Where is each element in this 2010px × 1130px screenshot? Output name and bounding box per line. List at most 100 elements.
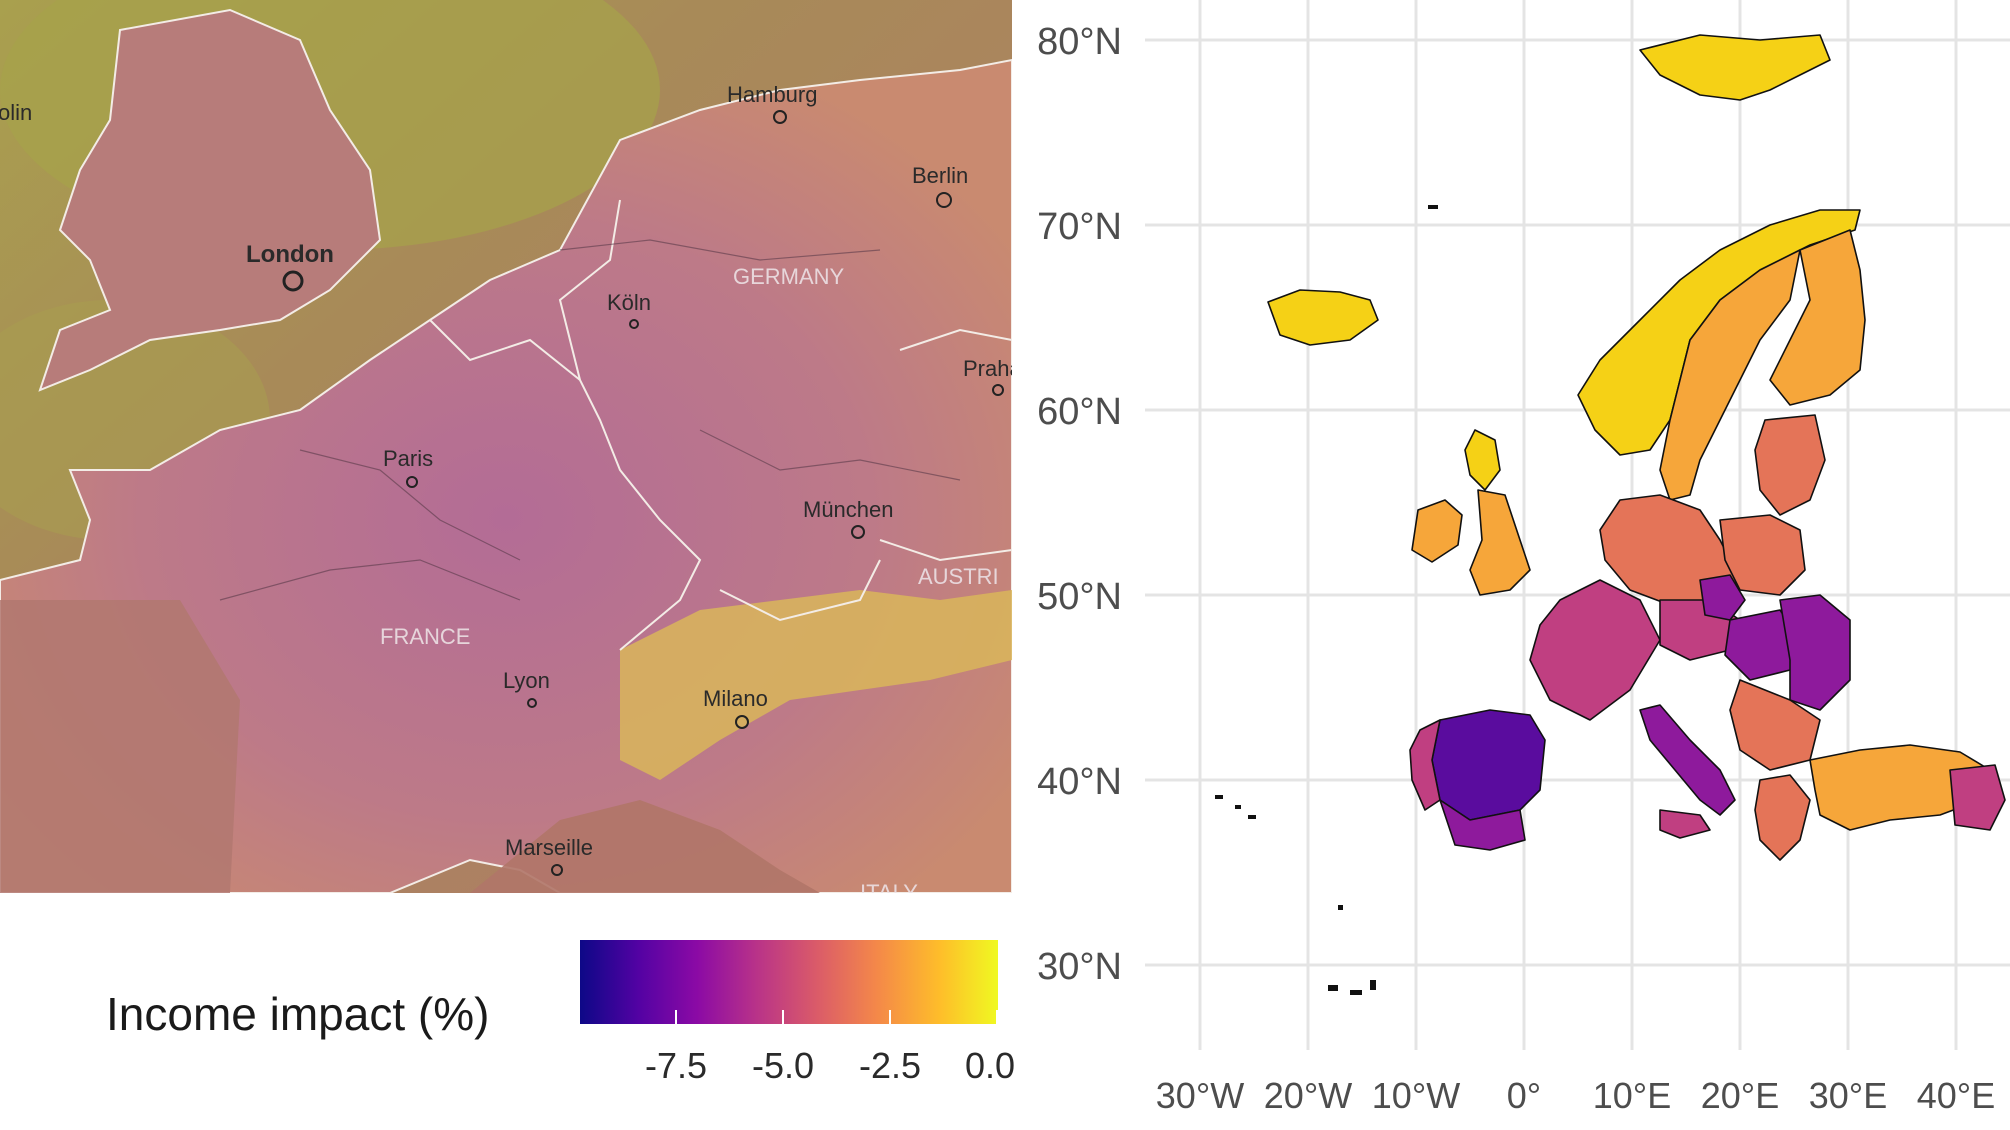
legend-tick-label-2: -5.0 (752, 1045, 814, 1086)
region-france (1529, 579, 1661, 721)
country-label-italy: ITALY (860, 880, 918, 905)
benelux-border (558, 199, 621, 381)
region-italy (1639, 704, 1736, 816)
praha-marker (992, 384, 1004, 396)
city-label-milano: Milano (703, 686, 768, 711)
atlantic-islands (1215, 205, 1438, 995)
lon-label-30w: 30°W (1156, 1075, 1244, 1116)
hamburg-marker (773, 110, 787, 124)
country-labels: GERMANY FRANCE AUSTRI ITALY (380, 264, 999, 905)
marseille-marker (551, 864, 563, 876)
city-label-hamburg: Hamburg (727, 82, 817, 107)
koln-marker (629, 319, 639, 329)
island-1 (1215, 795, 1223, 799)
region-finland (1769, 229, 1866, 406)
region-england (1469, 489, 1531, 596)
region-sweden (1659, 249, 1801, 501)
island-5 (1328, 985, 1338, 991)
island-6 (1350, 990, 1362, 995)
region-turkey-east (1949, 764, 2006, 831)
region-romania (1779, 594, 1851, 711)
region-spain-center (1431, 709, 1546, 821)
lat-label-50: 50°N (1037, 576, 1122, 618)
latitude-labels: 80°N 70°N 60°N 50°N 40°N 30°N (1037, 21, 1122, 988)
country-borders (429, 199, 1012, 651)
legend-title: Income impact (%) (106, 988, 489, 1040)
region-norway (1577, 209, 1861, 456)
london-marker (282, 270, 304, 292)
region-andalusia (1439, 799, 1526, 851)
lon-label-10e: 10°E (1593, 1075, 1671, 1116)
region-greece (1754, 774, 1811, 861)
city-label-berlin: Berlin (912, 163, 968, 188)
lyon-marker (527, 698, 537, 708)
city-label-marseille: Marseille (505, 835, 593, 860)
lat-label-30: 30°N (1037, 946, 1122, 988)
region-svalbard (1639, 34, 1831, 101)
legend-tick-marks (675, 1010, 998, 1024)
lat-label-80: 80°N (1037, 21, 1122, 63)
regions (1267, 34, 2006, 861)
island-7 (1370, 980, 1376, 990)
lat-label-40: 40°N (1037, 761, 1122, 803)
city-label-koln: Köln (607, 290, 651, 315)
region-line-4 (699, 429, 961, 481)
swiss-border (719, 559, 881, 622)
city-label-praha: Praha (963, 356, 1022, 381)
city-label-dublin-partial: olin (0, 100, 32, 125)
region-iceland (1267, 289, 1379, 346)
atlantic-sea (0, 600, 240, 893)
country-label-france: FRANCE (380, 624, 470, 649)
city-label-munchen: München (803, 497, 894, 522)
paris-marker (406, 476, 418, 488)
lon-label-0: 0° (1507, 1075, 1541, 1116)
legend-tick-label-1: -7.5 (645, 1045, 707, 1086)
region-scotland (1464, 429, 1501, 491)
longitude-labels: 30°W 20°W 10°W 0° 10°E 20°E 30°E 40°E (1156, 1075, 1995, 1116)
alps-highlight (620, 590, 1012, 780)
region-poland (1719, 514, 1806, 596)
region-portugal (1409, 719, 1441, 811)
lon-label-20w: 20°W (1264, 1075, 1352, 1116)
milano-marker (735, 715, 749, 729)
left-weather-map: Hamburg Berlin London Köln Praha Paris M… (0, 0, 1022, 905)
right-choropleth-map: 80°N 70°N 60°N 50°N 40°N 30°N 30°W 20°W … (1037, 0, 2010, 1116)
city-label-paris: Paris (383, 446, 433, 471)
lon-label-10w: 10°W (1372, 1075, 1460, 1116)
region-borders (219, 239, 961, 601)
lon-label-20e: 20°E (1701, 1075, 1779, 1116)
region-czechia (1699, 574, 1746, 621)
austria-border (879, 539, 1012, 562)
island-2 (1235, 805, 1241, 809)
region-line-1 (299, 449, 521, 561)
france-germany-border (429, 319, 702, 651)
graticule (1145, 0, 2010, 1050)
lon-label-40e: 40°E (1917, 1075, 1995, 1116)
island-8 (1428, 205, 1438, 209)
island-3 (1248, 815, 1256, 819)
city-label-london: London (246, 241, 334, 268)
island-4 (1338, 905, 1343, 910)
city-label-lyon: Lyon (503, 668, 550, 693)
region-balkans (1729, 679, 1821, 771)
munchen-marker (851, 525, 865, 539)
city-markers (282, 110, 1004, 876)
region-line-2 (219, 559, 521, 601)
country-label-germany: GERMANY (733, 264, 845, 289)
czech-border (899, 328, 1012, 351)
region-line-3 (559, 239, 881, 261)
region-baltics (1754, 414, 1826, 516)
mediterranean-sea (470, 800, 820, 893)
legend-colorbar (580, 940, 998, 1024)
region-sicily (1659, 809, 1711, 839)
country-label-austria: AUSTRI (918, 564, 999, 589)
region-ireland (1411, 499, 1463, 563)
great-britain-land (38, 8, 382, 392)
legend-tick-label-4: 0.0 (965, 1045, 1015, 1086)
city-labels: Hamburg Berlin London Köln Praha Paris M… (0, 82, 1022, 860)
lat-label-70: 70°N (1037, 206, 1122, 248)
lat-label-60: 60°N (1037, 391, 1122, 433)
legend-tick-label-3: -2.5 (859, 1045, 921, 1086)
legend-tick-labels: -7.5 -5.0 -2.5 0.0 (645, 1045, 1015, 1086)
